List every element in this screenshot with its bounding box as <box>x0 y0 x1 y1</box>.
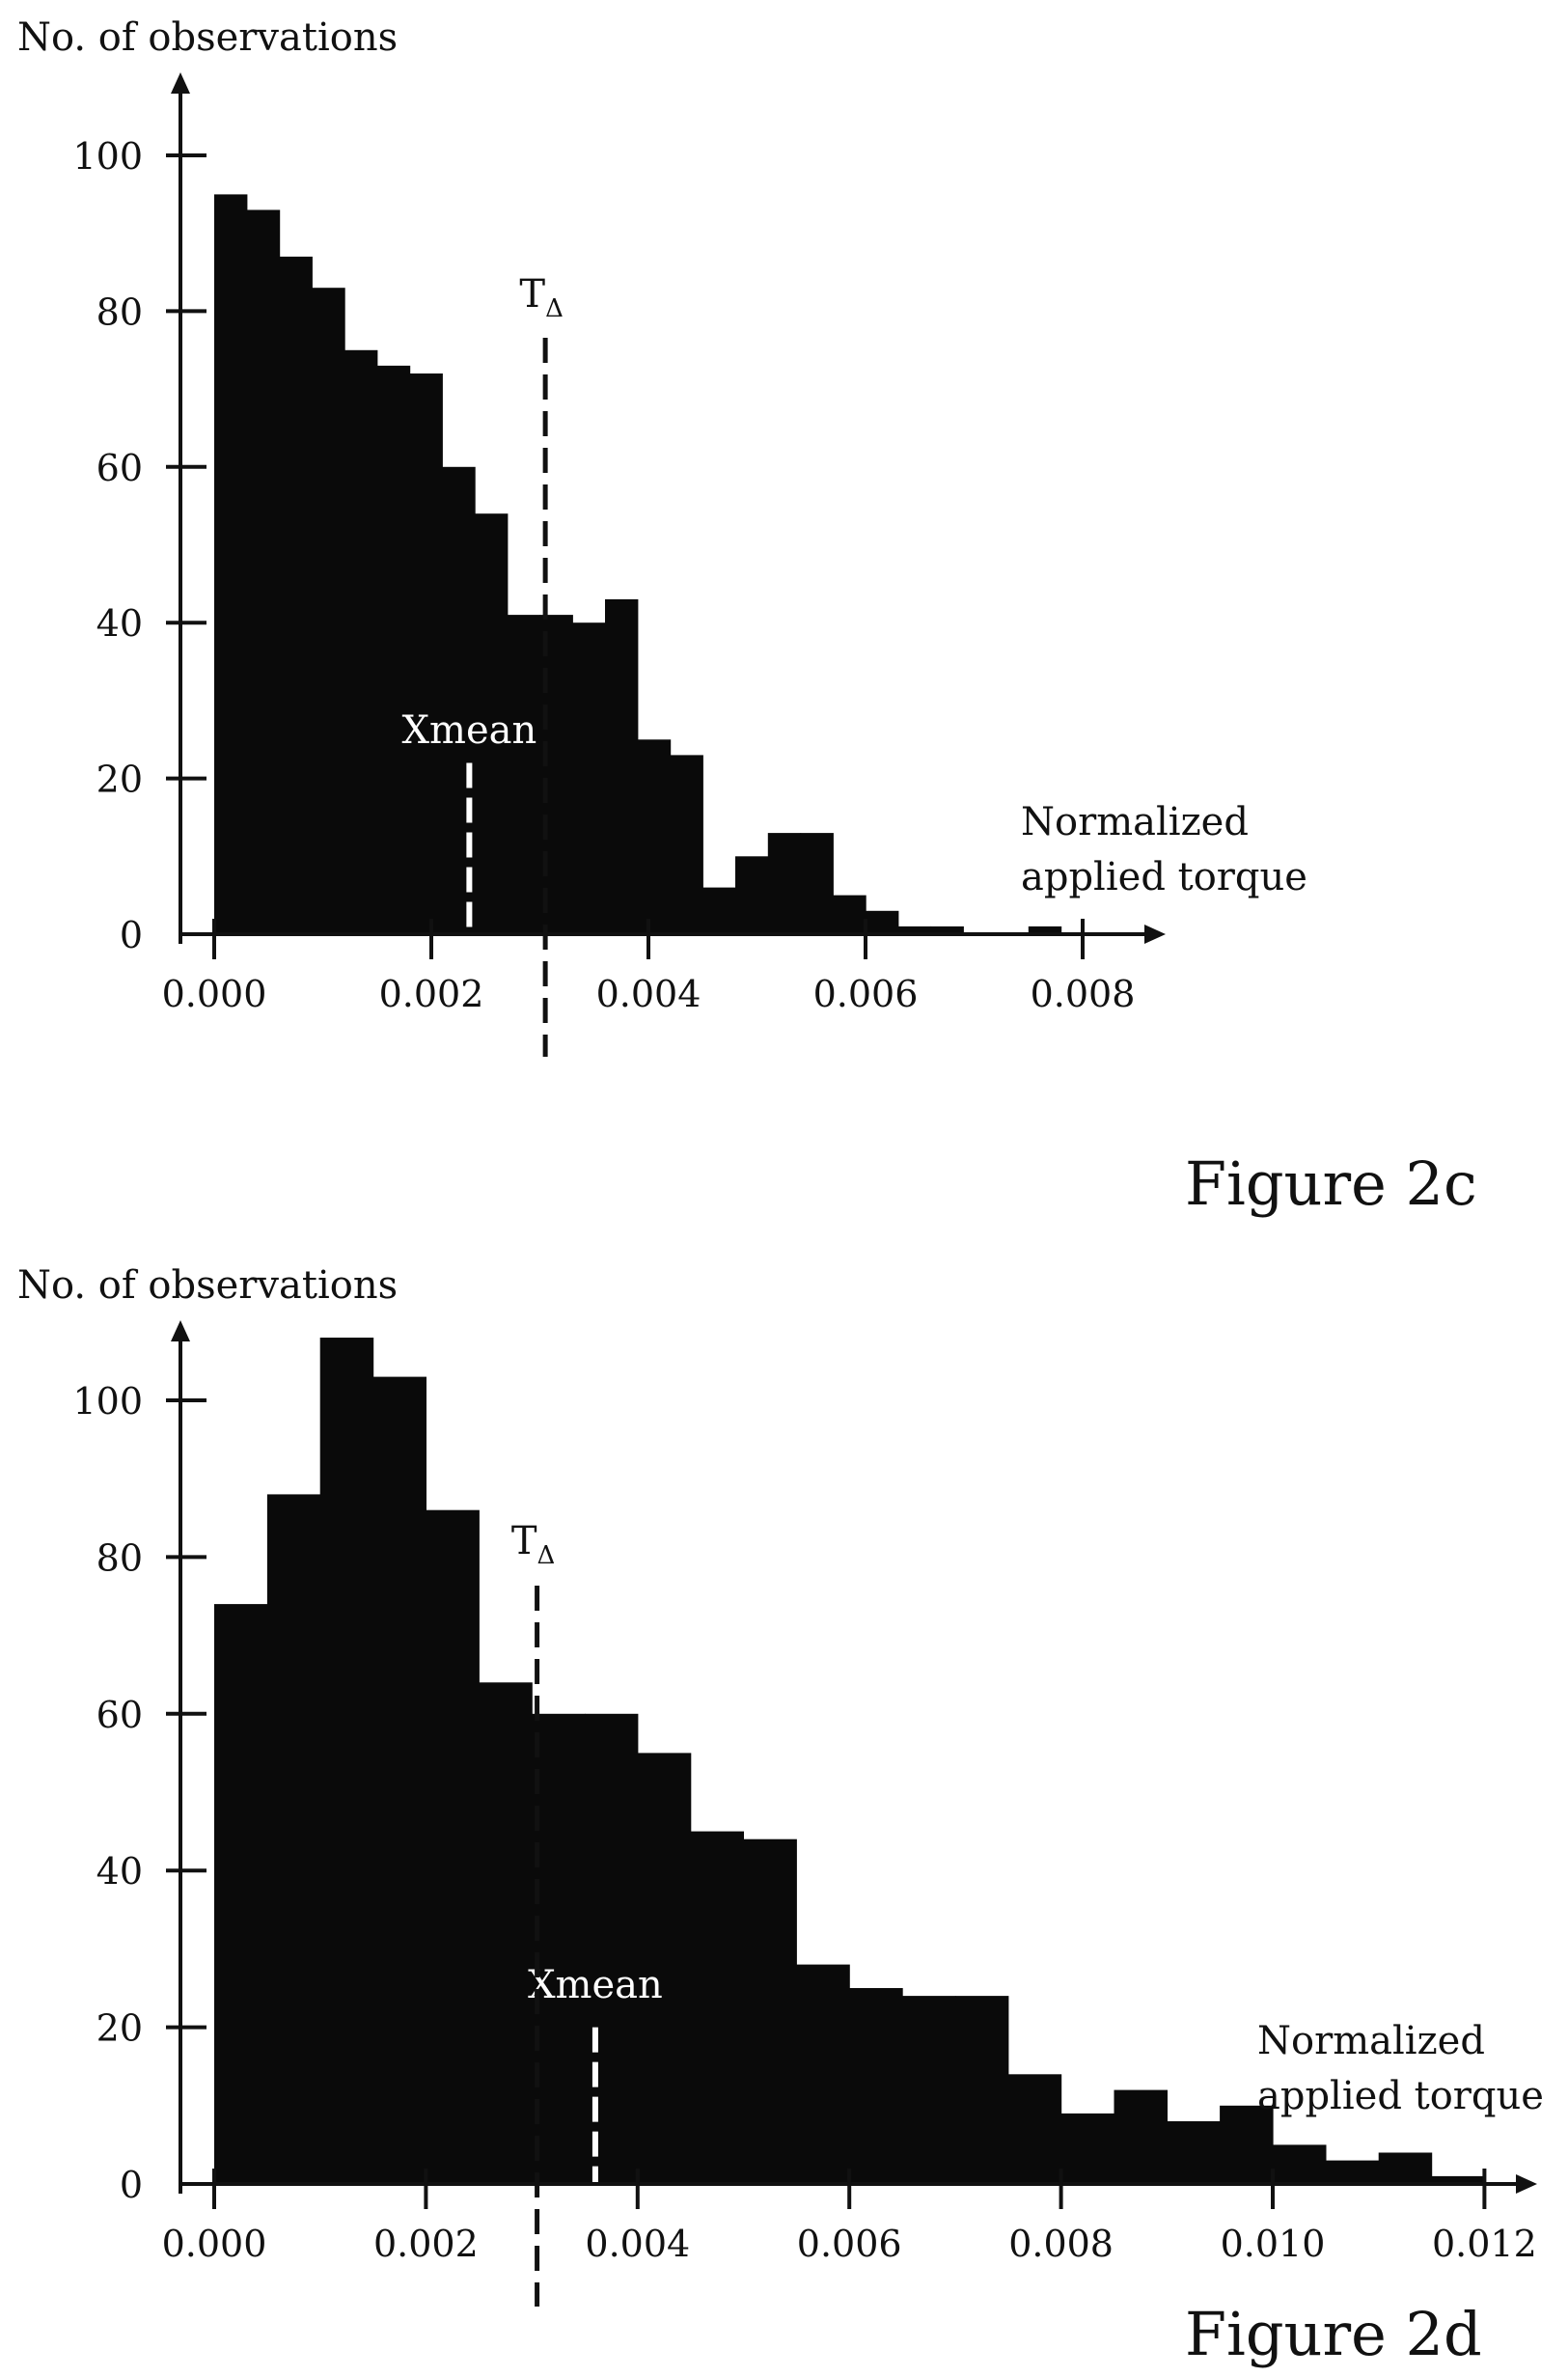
bar-2c-15 <box>702 887 736 934</box>
bar-2d-17 <box>1114 2089 1168 2184</box>
bar-2d-21 <box>1325 2160 1380 2184</box>
bar-2c-13 <box>637 739 672 935</box>
bar-2c-5 <box>376 365 411 934</box>
chart-2d: No. of observations 0 20 40 60 80 100 0.000 0.0… <box>17 1263 1544 2369</box>
y-tick-label-2d-3: 60 <box>96 1694 143 1736</box>
bar-2c-18 <box>800 833 834 934</box>
axes-2c: 0 20 40 60 80 100 0.000 0.002 0.004 0.006 0.008 <box>72 72 1166 1015</box>
x-tick-label-2d-4: 0.008 <box>1008 2223 1114 2265</box>
x-tick-label-2d-0: 0.000 <box>162 2223 267 2265</box>
bar-2c-16 <box>735 856 769 934</box>
bar-2c-6 <box>409 373 443 934</box>
bar-2d-1 <box>266 1494 321 2184</box>
bar-2d-18 <box>1167 2121 1221 2184</box>
bar-2d-0 <box>214 1604 268 2184</box>
markers-2d: Xmean TΔ <box>511 1519 663 2307</box>
xmean-label-2c: Xmean <box>402 708 537 753</box>
y-tick-label-2d-0: 0 <box>120 2164 143 2206</box>
bar-2d-8 <box>637 1753 692 2184</box>
y-tick-label-2c-0: 0 <box>120 914 143 956</box>
y-tick-label-2d-4: 80 <box>96 1536 143 1579</box>
tdelta-label-2c: TΔ <box>519 272 563 323</box>
bar-2c-2 <box>279 256 313 934</box>
bar-2d-6 <box>532 1713 586 2184</box>
bar-2c-25 <box>1028 926 1062 934</box>
x-axis-label-line1-2c: Normalized <box>1021 800 1249 844</box>
bar-2c-17 <box>767 833 802 934</box>
x-axis-label-line2-2c: applied torque <box>1021 855 1307 899</box>
y-axis-arrow-2d <box>171 1320 190 1341</box>
bar-2c-8 <box>475 513 509 934</box>
y-tick-label-2c-3: 60 <box>96 447 143 489</box>
bar-2c-11 <box>572 622 606 934</box>
bar-2c-20 <box>866 910 899 934</box>
x-axis-label-line1-2d: Normalized <box>1257 2019 1485 2063</box>
y-axis-label-2d: No. of observations <box>17 1263 398 1308</box>
bar-2c-4 <box>344 349 378 935</box>
bar-2c-7 <box>442 466 476 934</box>
y-axis-label-2c: No. of observations <box>17 15 398 60</box>
bar-2c-12 <box>605 599 639 934</box>
bar-2d-12 <box>849 1988 903 2184</box>
x-tick-label-2d-5: 0.010 <box>1221 2223 1326 2265</box>
y-tick-label-2c-2: 40 <box>96 602 143 645</box>
bar-2c-3 <box>312 288 345 934</box>
figure-caption-2d: Figure 2d <box>1185 2299 1482 2369</box>
y-tick-label-2c-1: 20 <box>96 759 143 801</box>
bar-2c-19 <box>833 895 867 934</box>
bar-2d-13 <box>902 1996 956 2184</box>
y-tick-label-2d-5: 100 <box>72 1380 143 1423</box>
bar-2d-23 <box>1431 2175 1485 2184</box>
bar-2d-16 <box>1060 2113 1115 2184</box>
x-tick-label-2d-6: 0.012 <box>1432 2223 1537 2265</box>
y-tick-label-2d-1: 20 <box>96 2007 143 2050</box>
bars-2c <box>214 194 1062 935</box>
bar-2c-10 <box>539 615 573 934</box>
bar-2d-10 <box>743 1838 797 2184</box>
bars-2d <box>214 1338 1485 2184</box>
bar-2c-1 <box>246 209 281 934</box>
tdelta-label-2d: TΔ <box>511 1519 555 1570</box>
x-tick-label-2c-3: 0.006 <box>813 973 919 1015</box>
y-tick-label-2c-4: 80 <box>96 290 143 333</box>
bar-2d-22 <box>1378 2152 1433 2184</box>
markers-2c: Xmean TΔ <box>402 272 564 1057</box>
x-axis-arrow-2c <box>1144 925 1166 944</box>
x-tick-label-2d-1: 0.002 <box>373 2223 479 2265</box>
figure-caption-2c: Figure 2c <box>1185 1148 1477 1219</box>
bar-2d-11 <box>796 1964 850 2184</box>
bar-2d-4 <box>426 1509 480 2184</box>
y-axis-arrow-2c <box>171 72 190 94</box>
bar-2d-9 <box>690 1831 744 2184</box>
x-tick-label-2c-1: 0.002 <box>379 973 484 1015</box>
x-tick-label-2c-0: 0.000 <box>162 973 267 1015</box>
x-axis-arrow-2d <box>1516 2174 1537 2194</box>
bar-2d-15 <box>1007 2074 1062 2184</box>
x-tick-label-2c-2: 0.004 <box>596 973 701 1015</box>
bar-2c-0 <box>214 194 248 934</box>
axes-2d: 0 20 40 60 80 100 0.000 0.002 0.004 0.006 0.008 0.0… <box>72 1320 1537 2265</box>
y-tick-label-2c-5: 100 <box>72 135 143 178</box>
bar-2d-2 <box>319 1338 374 2184</box>
xmean-label-2d: Xmean <box>528 1963 663 2007</box>
bar-2d-20 <box>1273 2144 1327 2184</box>
x-tick-label-2d-3: 0.006 <box>797 2223 902 2265</box>
bar-2d-19 <box>1220 2105 1274 2184</box>
bar-2d-5 <box>479 1682 533 2184</box>
x-tick-label-2c-4: 0.008 <box>1031 973 1136 1015</box>
chart-2c: No. of observations 0 20 40 60 80 100 0.000 0.0… <box>17 15 1477 1219</box>
y-tick-label-2d-2: 40 <box>96 1850 143 1893</box>
bar-2c-21 <box>897 926 932 934</box>
bar-2c-22 <box>930 926 964 934</box>
bar-2d-14 <box>954 1996 1009 2184</box>
x-axis-label-line2-2d: applied torque <box>1257 2074 1544 2118</box>
bar-2c-9 <box>507 615 541 934</box>
x-tick-label-2d-2: 0.004 <box>585 2223 690 2265</box>
bar-2d-3 <box>372 1376 426 2184</box>
bar-2c-14 <box>670 755 703 934</box>
